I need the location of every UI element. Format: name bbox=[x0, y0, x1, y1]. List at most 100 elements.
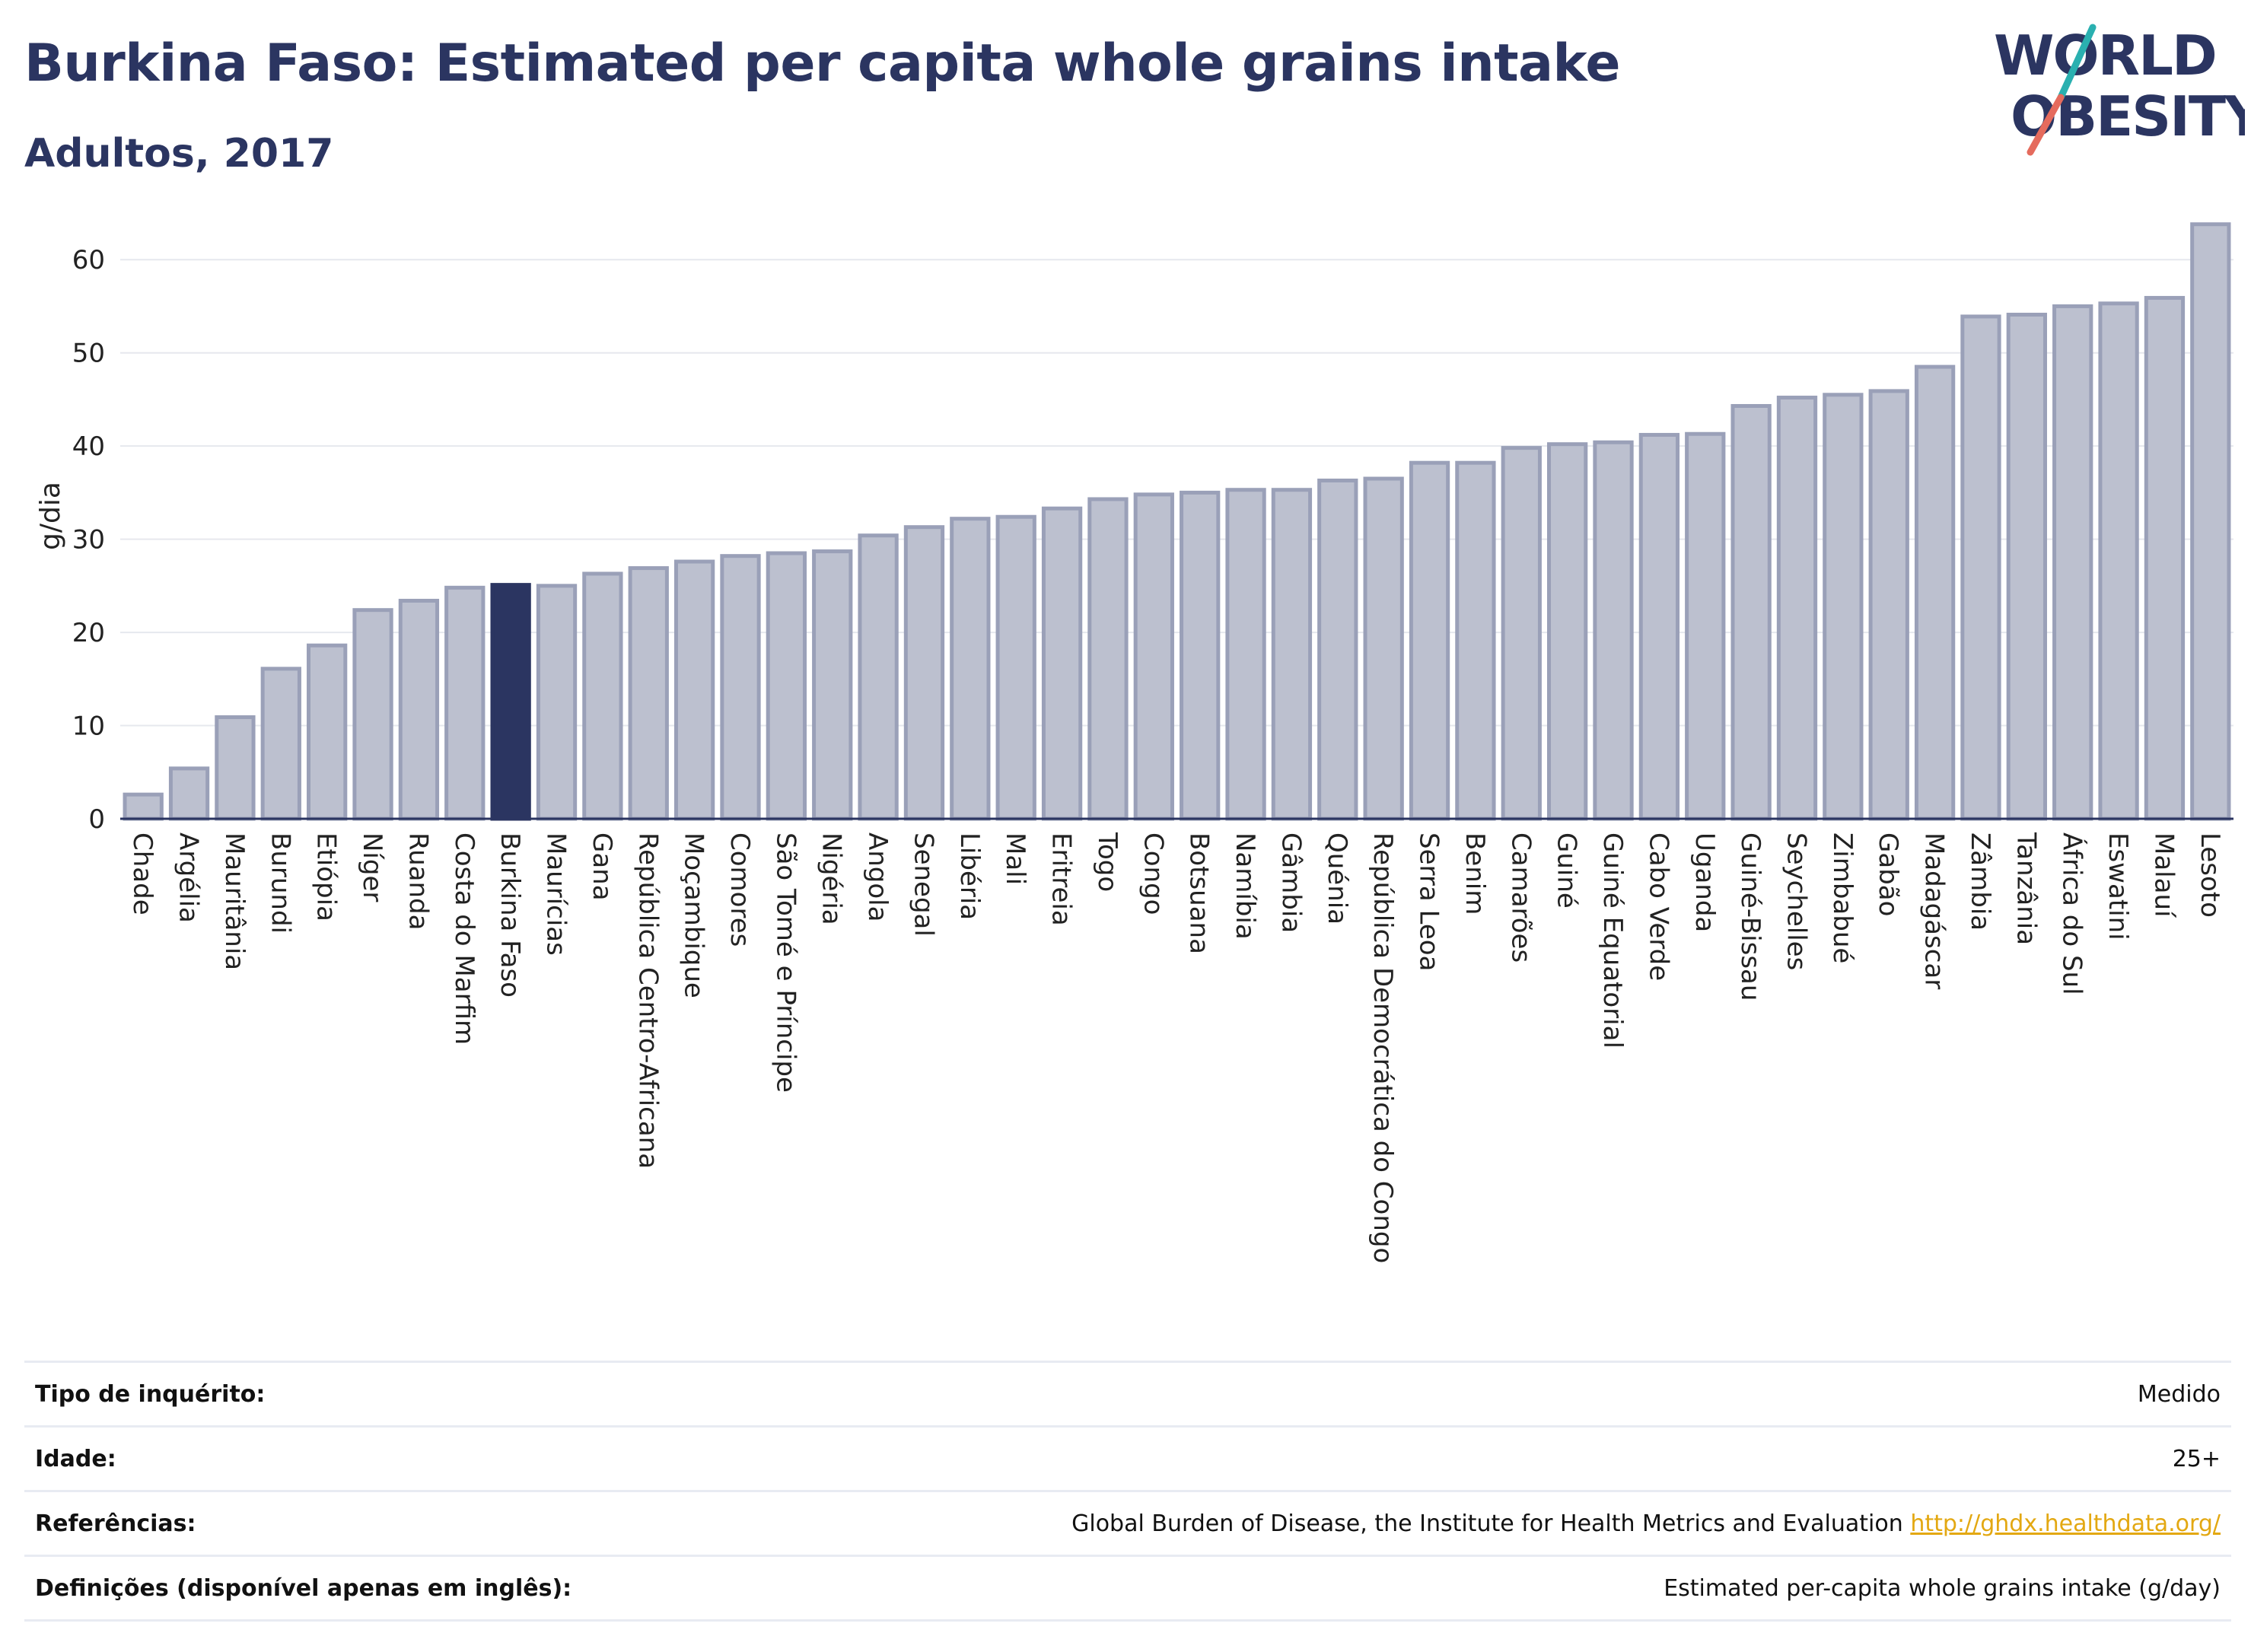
bar bbox=[444, 585, 486, 821]
bar bbox=[995, 514, 1036, 821]
x-tick-label: Nigéria bbox=[817, 832, 847, 925]
bar bbox=[123, 792, 164, 821]
x-tick-label: Guiné-Bissau bbox=[1735, 832, 1765, 1001]
x-tick-label: Congo bbox=[1138, 832, 1168, 915]
x-tick-label: Cabo Verde bbox=[1643, 832, 1673, 981]
y-tick-label: 50 bbox=[72, 339, 105, 369]
x-tick-label: Etiópia bbox=[311, 832, 342, 921]
x-tick-label: África do Sul bbox=[2057, 832, 2088, 995]
info-row-definitions: Definições (disponível apenas em inglês)… bbox=[24, 1555, 2231, 1622]
bar bbox=[1546, 442, 1588, 821]
bar bbox=[168, 766, 210, 821]
x-tick-label: Benim bbox=[1460, 832, 1490, 915]
bar bbox=[1501, 446, 1542, 821]
bar bbox=[1685, 431, 1726, 821]
y-tick-label: 10 bbox=[72, 711, 105, 742]
bar bbox=[903, 525, 945, 821]
x-tick-label: Burkina Faso bbox=[495, 832, 525, 998]
bar bbox=[2098, 301, 2139, 821]
x-tick-label: Eritreia bbox=[1046, 832, 1077, 926]
bar bbox=[720, 554, 761, 821]
bar bbox=[1914, 364, 1956, 821]
bar bbox=[1823, 393, 1864, 821]
x-axis-labels: Chade Argélia Mauritânia Burundi Etiópia Níge… bbox=[127, 832, 2225, 1263]
x-tick-label: Tanzânia bbox=[2011, 832, 2041, 945]
x-tick-label: Gabão bbox=[1873, 832, 1903, 916]
x-tick-label: Madagáscar bbox=[1919, 832, 1950, 989]
info-value-references: Global Burden of Disease, the Institute … bbox=[737, 1490, 2231, 1556]
bar bbox=[2144, 295, 2186, 821]
bars bbox=[123, 222, 2231, 821]
x-tick-label: República Centro-Africana bbox=[632, 832, 663, 1169]
bar bbox=[673, 559, 715, 821]
x-tick-label: Zimbabué bbox=[1827, 832, 1858, 963]
bar bbox=[1593, 440, 1634, 821]
bar bbox=[352, 608, 393, 821]
x-tick-label: Guiné Equatorial bbox=[1597, 832, 1628, 1049]
info-label: Definições (disponível apenas em inglês)… bbox=[24, 1555, 737, 1622]
x-tick-label: Guiné bbox=[1552, 832, 1582, 909]
x-tick-label: Eswatini bbox=[2103, 832, 2133, 941]
logo-line1: WORLD bbox=[1994, 24, 2216, 88]
logo-line2: OBESITY bbox=[2011, 84, 2245, 148]
x-tick-label: Burundi bbox=[265, 832, 295, 934]
x-tick-label: Comores bbox=[724, 832, 755, 947]
bar bbox=[1638, 432, 1680, 821]
bar bbox=[1363, 476, 1404, 821]
x-tick-label: Moçambique bbox=[679, 832, 709, 998]
x-tick-label: Mali bbox=[1000, 832, 1030, 885]
x-tick-label: Uganda bbox=[1689, 832, 1720, 932]
x-tick-label: Libéria bbox=[954, 832, 985, 920]
x-tick-label: Botsuana bbox=[1184, 832, 1215, 954]
bar bbox=[215, 715, 256, 821]
bar bbox=[1041, 506, 1083, 821]
bar bbox=[2006, 312, 2047, 821]
x-tick-label: Chade bbox=[127, 832, 158, 915]
y-axis-ticks: 0 10 20 30 40 50 60 bbox=[72, 245, 105, 835]
x-tick-label: Gâmbia bbox=[1275, 832, 1306, 933]
chart-title: Burkina Faso: Estimated per capita whole… bbox=[24, 33, 1621, 94]
y-tick-label: 30 bbox=[72, 525, 105, 555]
info-value: Estimated per-capita whole grains intake… bbox=[737, 1555, 2231, 1622]
chart-subtitle: Adultos, 2017 bbox=[24, 131, 334, 177]
bar bbox=[1317, 478, 1358, 821]
bar bbox=[628, 566, 669, 821]
reference-text: Global Burden of Disease, the Institute … bbox=[1071, 1510, 1903, 1537]
info-value: 25+ bbox=[737, 1425, 2231, 1491]
bar bbox=[950, 517, 991, 821]
world-obesity-logo: WORLD OBESITY bbox=[1994, 24, 2245, 156]
x-tick-label: Maurícias bbox=[541, 832, 572, 956]
x-tick-label: Lesoto bbox=[2195, 832, 2225, 918]
x-tick-label: Argélia bbox=[174, 832, 204, 923]
x-tick-label: Gana bbox=[587, 832, 617, 901]
x-tick-label: República Democrática do Congo bbox=[1367, 832, 1398, 1263]
x-tick-label: São Tomé e Príncipe bbox=[770, 832, 801, 1093]
logo-slash-teal bbox=[2057, 24, 2097, 101]
bar bbox=[1133, 492, 1174, 821]
bar bbox=[582, 571, 623, 821]
info-row-age: Idade: 25+ bbox=[24, 1425, 2231, 1491]
bar bbox=[2190, 222, 2231, 821]
x-tick-label: Serra Leoa bbox=[1414, 832, 1444, 971]
bar bbox=[1087, 497, 1129, 821]
info-label: Tipo de inquérito: bbox=[24, 1361, 737, 1427]
bar bbox=[1776, 395, 1818, 821]
info-table: Tipo de inquérito: Medido Idade: 25+ Ref… bbox=[24, 1361, 2231, 1622]
info-label: Idade: bbox=[24, 1425, 737, 1491]
bar bbox=[1455, 460, 1496, 821]
y-tick-label: 40 bbox=[72, 431, 105, 462]
y-tick-label: 0 bbox=[88, 804, 105, 835]
y-tick-label: 20 bbox=[72, 618, 105, 648]
reference-link[interactable]: http://ghdx.healthdata.org/ bbox=[1910, 1510, 2221, 1537]
bar bbox=[2052, 304, 2093, 821]
bar bbox=[858, 533, 899, 821]
bar-chart: 0 10 20 30 40 50 60 Chade Argélia Mauritânia Buru… bbox=[35, 222, 2233, 1263]
x-tick-label: Senegal bbox=[908, 832, 938, 937]
info-label: Referências: bbox=[24, 1490, 737, 1556]
x-tick-label: Malauí bbox=[2148, 832, 2179, 918]
x-tick-label: Ruanda bbox=[403, 832, 433, 930]
x-tick-label: Quénia bbox=[1322, 832, 1352, 925]
bar bbox=[1868, 389, 1909, 821]
bar bbox=[536, 584, 578, 821]
bar bbox=[1225, 488, 1266, 821]
